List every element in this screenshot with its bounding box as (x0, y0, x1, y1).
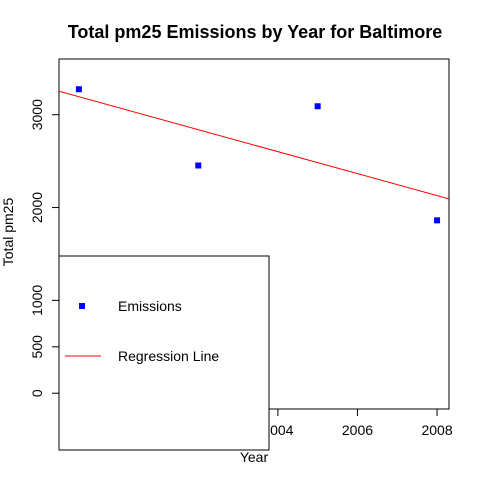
y-tick-label: 3000 (29, 99, 45, 130)
legend: Emissions Regression Line (58, 255, 270, 451)
plot-area: 200020022004200620080500100020003000Emis… (29, 58, 453, 451)
x-tick-label: 2004 (262, 422, 293, 438)
y-tick-label: 0 (29, 389, 45, 397)
chart-title: Total pm25 Emissions by Year for Baltimo… (68, 22, 442, 42)
legend-entry-label: Emissions (118, 298, 182, 314)
data-point (314, 103, 321, 110)
x-axis-label: Year (240, 449, 269, 465)
y-tick-label: 1000 (29, 285, 45, 316)
data-point (195, 162, 202, 169)
data-point (434, 217, 441, 224)
y-tick-label: 500 (29, 335, 45, 359)
y-axis-label: Total pm25 (0, 198, 16, 267)
x-tick-label: 2006 (342, 422, 373, 438)
data-point (75, 86, 82, 93)
legend-point-swatch (79, 303, 85, 309)
y-tick-label: 2000 (29, 192, 45, 223)
x-tick-label: 2008 (421, 422, 452, 438)
regression-line (59, 90, 449, 200)
data-layer (59, 86, 449, 224)
legend-entry-label: Regression Line (118, 348, 219, 364)
legend-box (58, 255, 270, 451)
